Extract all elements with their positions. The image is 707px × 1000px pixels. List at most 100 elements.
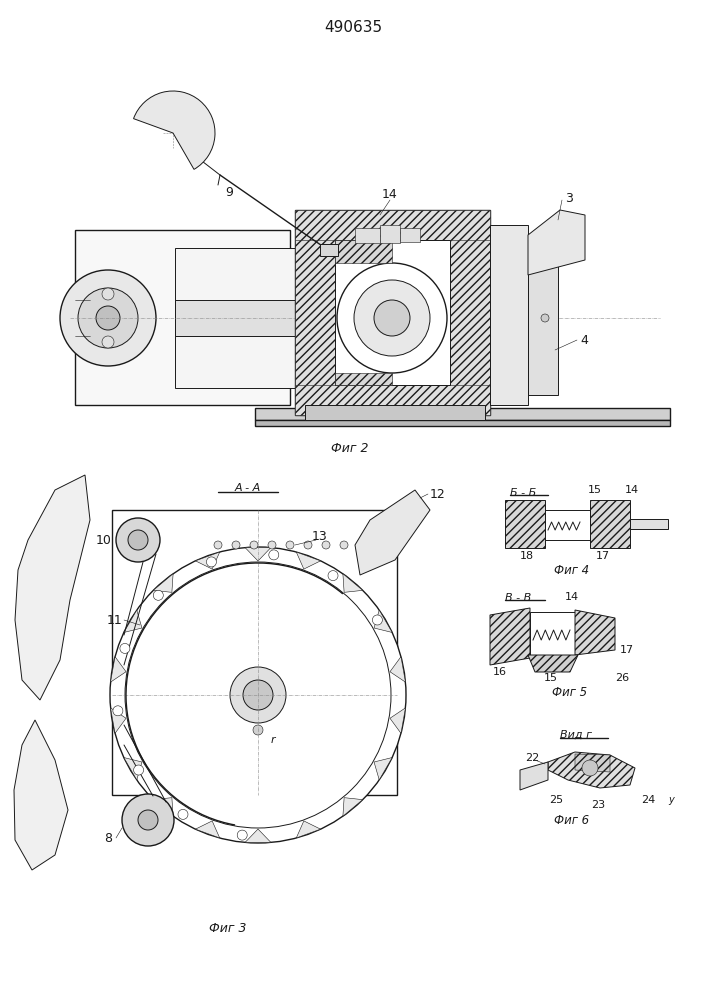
- Circle shape: [322, 541, 330, 549]
- Text: А - А: А - А: [235, 483, 261, 493]
- Circle shape: [102, 336, 114, 348]
- Circle shape: [153, 590, 163, 600]
- Circle shape: [113, 706, 123, 716]
- Polygon shape: [374, 610, 392, 632]
- Wedge shape: [134, 91, 215, 169]
- Text: Фиг 5: Фиг 5: [552, 686, 588, 700]
- Text: 14: 14: [625, 485, 639, 495]
- Text: 24: 24: [641, 795, 655, 805]
- Polygon shape: [153, 798, 173, 816]
- Polygon shape: [195, 552, 220, 569]
- Circle shape: [304, 541, 312, 549]
- Polygon shape: [590, 500, 630, 548]
- Circle shape: [374, 300, 410, 336]
- Polygon shape: [295, 210, 335, 415]
- Text: Фиг 4: Фиг 4: [554, 564, 590, 576]
- Bar: [305, 405, 485, 420]
- Circle shape: [373, 615, 382, 625]
- Text: Фиг 6: Фиг 6: [554, 814, 590, 826]
- Circle shape: [582, 760, 598, 776]
- Polygon shape: [530, 612, 575, 655]
- Circle shape: [78, 288, 138, 348]
- Text: Фиг 3: Фиг 3: [209, 922, 247, 934]
- Polygon shape: [335, 373, 392, 385]
- Bar: [255, 420, 670, 426]
- Circle shape: [337, 263, 447, 373]
- Bar: [255, 408, 670, 420]
- Bar: [380, 225, 400, 243]
- Text: Б - Б: Б - Б: [510, 488, 536, 498]
- Text: 4: 4: [580, 334, 588, 347]
- Circle shape: [122, 794, 174, 846]
- Circle shape: [60, 270, 156, 366]
- Polygon shape: [520, 762, 548, 790]
- Circle shape: [286, 541, 294, 549]
- Text: 18: 18: [520, 551, 534, 561]
- Text: 11: 11: [106, 613, 122, 626]
- Circle shape: [354, 280, 430, 356]
- Circle shape: [125, 562, 391, 828]
- Text: 10: 10: [96, 534, 112, 546]
- Polygon shape: [575, 610, 615, 655]
- Polygon shape: [245, 829, 271, 842]
- Circle shape: [328, 571, 338, 581]
- Polygon shape: [505, 500, 545, 548]
- Bar: [75, 230, 290, 405]
- Polygon shape: [390, 708, 405, 733]
- Circle shape: [243, 680, 273, 710]
- Text: 15: 15: [544, 673, 558, 683]
- Circle shape: [138, 810, 158, 830]
- Polygon shape: [296, 552, 320, 569]
- Polygon shape: [110, 657, 126, 682]
- Bar: [320, 244, 338, 256]
- Circle shape: [102, 288, 114, 300]
- Bar: [175, 248, 295, 388]
- Text: 13: 13: [312, 530, 328, 542]
- Text: 26: 26: [615, 673, 629, 683]
- Circle shape: [268, 541, 276, 549]
- Text: 8: 8: [104, 832, 112, 844]
- Bar: [490, 225, 528, 405]
- Polygon shape: [110, 708, 126, 733]
- Circle shape: [230, 667, 286, 723]
- Text: 15: 15: [588, 485, 602, 495]
- Text: 17: 17: [596, 551, 610, 561]
- Bar: [630, 519, 668, 529]
- Circle shape: [250, 541, 258, 549]
- Circle shape: [120, 643, 130, 653]
- Text: 22: 22: [525, 753, 539, 763]
- Text: 3: 3: [565, 192, 573, 205]
- Polygon shape: [355, 490, 430, 575]
- Polygon shape: [545, 510, 590, 540]
- Circle shape: [214, 541, 222, 549]
- Circle shape: [206, 557, 216, 567]
- Text: 9: 9: [225, 186, 233, 198]
- Text: 23: 23: [591, 800, 605, 810]
- Text: Вид г: Вид г: [560, 730, 592, 740]
- Circle shape: [253, 725, 263, 735]
- Bar: [295, 210, 490, 415]
- Polygon shape: [528, 210, 585, 275]
- Text: 14: 14: [382, 188, 398, 202]
- Polygon shape: [124, 610, 142, 632]
- Text: 16: 16: [493, 667, 507, 677]
- Circle shape: [232, 541, 240, 549]
- Polygon shape: [374, 758, 392, 780]
- Text: 12: 12: [430, 488, 445, 500]
- Polygon shape: [295, 385, 490, 415]
- Text: r: r: [271, 735, 275, 745]
- Polygon shape: [528, 655, 578, 672]
- Text: 14: 14: [565, 592, 579, 602]
- Text: 17: 17: [620, 645, 634, 655]
- Circle shape: [541, 314, 549, 322]
- Bar: [335, 240, 450, 385]
- Polygon shape: [548, 752, 635, 788]
- Bar: [528, 235, 558, 395]
- Polygon shape: [153, 574, 173, 592]
- Circle shape: [116, 518, 160, 562]
- Circle shape: [238, 830, 247, 840]
- Polygon shape: [15, 475, 90, 700]
- Polygon shape: [335, 240, 392, 263]
- Polygon shape: [390, 657, 405, 682]
- Polygon shape: [490, 608, 530, 665]
